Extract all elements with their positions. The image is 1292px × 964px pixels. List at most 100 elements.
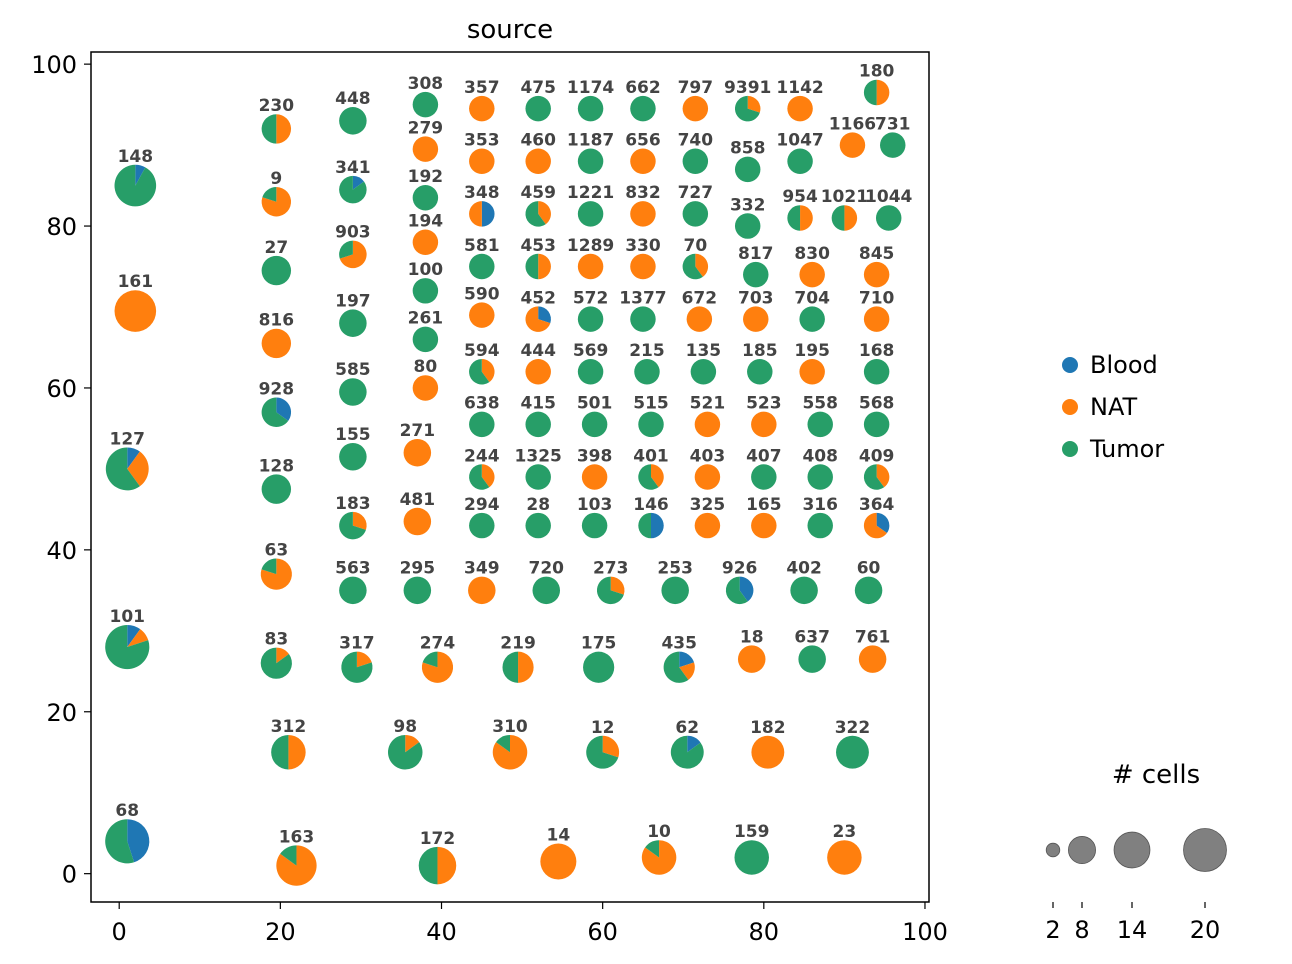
node-label: 100 xyxy=(408,260,444,280)
pie-slice xyxy=(651,464,664,488)
pie-slice xyxy=(682,148,709,175)
pie-marker xyxy=(403,507,432,536)
node-label: 148 xyxy=(118,147,154,167)
pie-slice xyxy=(577,148,604,175)
pie-slice xyxy=(525,411,551,438)
pie-marker xyxy=(751,735,785,769)
pie-slice xyxy=(863,261,890,288)
pie-slice xyxy=(682,95,709,122)
node-label: 161 xyxy=(118,272,154,292)
pie-slice xyxy=(339,240,353,259)
pie-marker xyxy=(747,359,773,385)
pie-marker xyxy=(863,306,890,332)
pie-slice xyxy=(863,79,877,106)
pie-slice xyxy=(787,95,813,122)
node-label: 23 xyxy=(833,822,857,842)
node-label: 409 xyxy=(859,446,895,466)
pie-marker xyxy=(525,95,551,122)
node-label: 460 xyxy=(520,131,556,151)
node-label: 672 xyxy=(682,288,718,308)
node-label: 1047 xyxy=(776,131,823,151)
pie-marker xyxy=(630,201,656,227)
node-label: 761 xyxy=(855,627,891,647)
x-tick-label: 60 xyxy=(587,918,618,946)
pie-marker xyxy=(341,651,373,683)
pie-slice xyxy=(412,375,439,401)
node-label: 163 xyxy=(279,827,315,847)
pie-marker xyxy=(412,91,439,118)
pie-slice xyxy=(638,512,652,539)
pie-slice xyxy=(581,512,608,539)
legend-label: Blood xyxy=(1090,351,1158,379)
pie-slice xyxy=(630,201,656,227)
node-label: 720 xyxy=(529,559,565,579)
pie-marker xyxy=(682,201,709,227)
node-label: 572 xyxy=(573,288,609,308)
pie-slice xyxy=(418,846,438,885)
node-label: 444 xyxy=(520,341,556,361)
y-tick-label: 40 xyxy=(46,537,77,565)
pie-slice xyxy=(734,156,761,183)
x-tick-label: 20 xyxy=(265,918,296,946)
category-legend: Blood NAT Tumor xyxy=(1062,351,1164,463)
pie-slice xyxy=(641,840,677,875)
node-label: 401 xyxy=(633,446,669,466)
pie-slice xyxy=(412,184,439,211)
node-label: 28 xyxy=(526,495,550,515)
node-label: 1221 xyxy=(567,183,614,203)
pie-marker xyxy=(502,651,534,683)
pie-slice xyxy=(682,253,703,280)
node-label: 175 xyxy=(581,634,617,654)
pie-slice xyxy=(127,451,149,487)
pie-marker xyxy=(863,359,890,385)
pie-marker xyxy=(114,164,157,207)
pie-slice xyxy=(787,205,801,231)
node-label: 568 xyxy=(859,394,895,414)
pie-slice xyxy=(356,651,372,668)
pie-slice xyxy=(469,512,495,539)
pie-marker xyxy=(583,651,615,683)
node-label: 816 xyxy=(259,311,295,331)
node-label: 710 xyxy=(859,288,895,308)
pie-slice xyxy=(412,91,439,118)
node-label: 954 xyxy=(782,187,818,207)
size-legend-circle xyxy=(1045,842,1061,858)
pie-marker xyxy=(261,114,292,144)
x-tick-label: 100 xyxy=(902,918,948,946)
pie-marker xyxy=(863,411,890,438)
pie-marker xyxy=(863,261,890,288)
pie-marker xyxy=(581,411,608,438)
pie-slice xyxy=(339,107,367,135)
pie-marker xyxy=(339,378,367,406)
node-label: 656 xyxy=(625,131,661,151)
node-label: 18 xyxy=(740,627,764,647)
node-label: 928 xyxy=(259,380,295,400)
pie-marker xyxy=(586,735,620,769)
pie-marker xyxy=(261,328,292,359)
pie-marker xyxy=(469,359,495,385)
node-label: 60 xyxy=(857,559,881,579)
pie-slice xyxy=(670,735,704,769)
pie-slice xyxy=(276,114,292,144)
pie-marker xyxy=(799,306,825,332)
pie-slice xyxy=(421,651,454,683)
size-legend-label: 8 xyxy=(1074,916,1089,944)
pie-slice xyxy=(743,261,769,288)
node-label: 219 xyxy=(500,634,536,654)
pie-slice xyxy=(638,464,659,490)
node-label: 558 xyxy=(802,394,838,414)
size-legend-item: 14 xyxy=(1113,831,1151,944)
pie-marker xyxy=(540,843,577,880)
node-label: 183 xyxy=(335,494,371,514)
node-label: 273 xyxy=(593,559,629,579)
pie-slice xyxy=(412,326,439,353)
node-label: 215 xyxy=(629,341,665,361)
pie-slice xyxy=(262,187,277,202)
pie-slice xyxy=(734,840,769,875)
pie-slice xyxy=(469,464,490,490)
pie-marker xyxy=(787,148,813,175)
node-label: 312 xyxy=(271,717,307,737)
pie-marker xyxy=(525,148,551,175)
pie-slice xyxy=(403,438,432,467)
